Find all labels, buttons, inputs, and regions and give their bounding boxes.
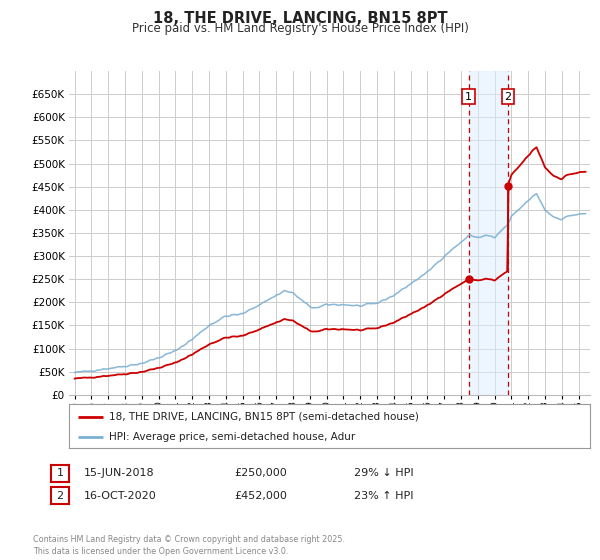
Text: 1: 1 <box>56 468 64 478</box>
Text: 29% ↓ HPI: 29% ↓ HPI <box>354 468 413 478</box>
Text: 15-JUN-2018: 15-JUN-2018 <box>84 468 155 478</box>
Bar <box>469 71 508 395</box>
Text: 2: 2 <box>56 491 64 501</box>
Text: Contains HM Land Registry data © Crown copyright and database right 2025.
This d: Contains HM Land Registry data © Crown c… <box>33 535 345 556</box>
Text: Price paid vs. HM Land Registry's House Price Index (HPI): Price paid vs. HM Land Registry's House … <box>131 22 469 35</box>
Text: 23% ↑ HPI: 23% ↑ HPI <box>354 491 413 501</box>
Text: HPI: Average price, semi-detached house, Adur: HPI: Average price, semi-detached house,… <box>109 432 355 442</box>
Text: 16-OCT-2020: 16-OCT-2020 <box>84 491 157 501</box>
Text: 18, THE DRIVE, LANCING, BN15 8PT (semi-detached house): 18, THE DRIVE, LANCING, BN15 8PT (semi-d… <box>109 412 419 422</box>
Text: £250,000: £250,000 <box>234 468 287 478</box>
Text: 1: 1 <box>465 91 472 101</box>
Text: 18, THE DRIVE, LANCING, BN15 8PT: 18, THE DRIVE, LANCING, BN15 8PT <box>152 11 448 26</box>
Text: 2: 2 <box>505 91 511 101</box>
Text: £452,000: £452,000 <box>234 491 287 501</box>
